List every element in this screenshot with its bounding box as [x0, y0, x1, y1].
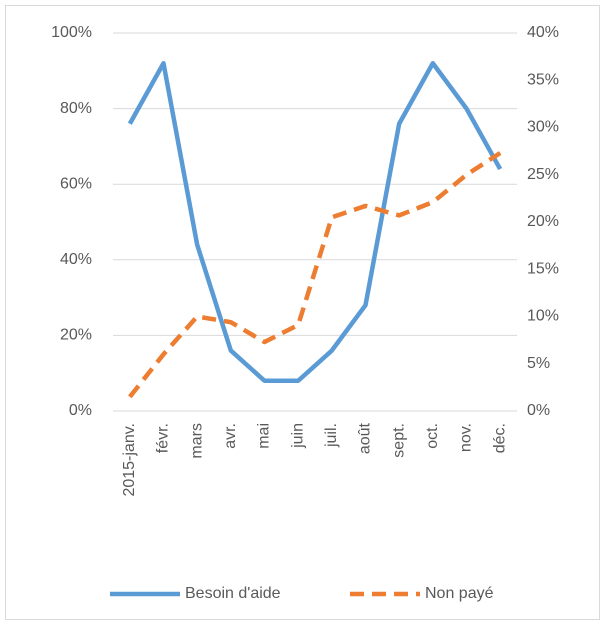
- y2-tick-label: 40%: [527, 24, 559, 41]
- y2-tick-label: 30%: [527, 119, 559, 136]
- x-tick-label: oct.: [424, 423, 441, 449]
- x-tick-label: 2015-janv.: [121, 423, 138, 497]
- y-tick-label: 60%: [60, 175, 92, 192]
- x-tick-label: juil.: [323, 423, 340, 448]
- series-line: [128, 151, 502, 399]
- x-tick-label: avr.: [222, 423, 239, 449]
- x-tick-label: juin: [289, 423, 306, 449]
- x-tick-label: déc.: [491, 423, 508, 453]
- y2-tick-label: 10%: [527, 308, 559, 325]
- y2-tick-label: 20%: [527, 213, 559, 230]
- legend-label: Besoin d'aide: [185, 585, 281, 602]
- x-tick-label: mai: [256, 423, 273, 449]
- y2-tick-label: 25%: [527, 166, 559, 183]
- y2-tick-label: 0%: [527, 402, 550, 419]
- y-tick-label: 0%: [69, 402, 92, 419]
- x-tick-label: nov.: [458, 423, 475, 452]
- y-tick-label: 100%: [51, 24, 92, 41]
- y-tick-label: 20%: [60, 327, 92, 344]
- y2-tick-label: 15%: [527, 260, 559, 277]
- legend-label: Non payé: [425, 585, 494, 602]
- x-tick-label: sept.: [390, 423, 407, 458]
- series-line: [127, 60, 503, 384]
- y2-tick-label: 5%: [527, 355, 550, 372]
- x-tick-label: août: [357, 422, 374, 454]
- y-tick-label: 80%: [60, 100, 92, 117]
- y2-tick-label: 35%: [527, 71, 559, 88]
- x-tick-label: févr.: [155, 423, 172, 453]
- y-tick-label: 40%: [60, 251, 92, 268]
- x-tick-label: mars: [188, 423, 205, 459]
